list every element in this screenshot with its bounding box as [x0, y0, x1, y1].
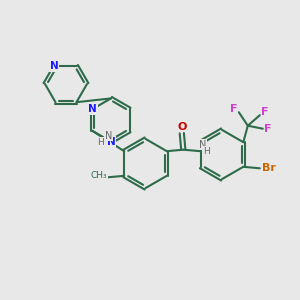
Text: N: N [106, 136, 116, 147]
Text: CH₃: CH₃ [90, 171, 107, 180]
Text: N: N [105, 130, 112, 141]
Text: N: N [199, 140, 206, 150]
Text: N: N [88, 104, 97, 114]
Text: H: H [98, 138, 104, 147]
Text: N: N [50, 61, 58, 71]
Text: F: F [265, 124, 272, 134]
Text: Br: Br [262, 163, 276, 173]
Text: H: H [203, 147, 209, 156]
Text: F: F [230, 104, 237, 114]
Text: O: O [177, 122, 187, 132]
Text: F: F [262, 107, 269, 117]
